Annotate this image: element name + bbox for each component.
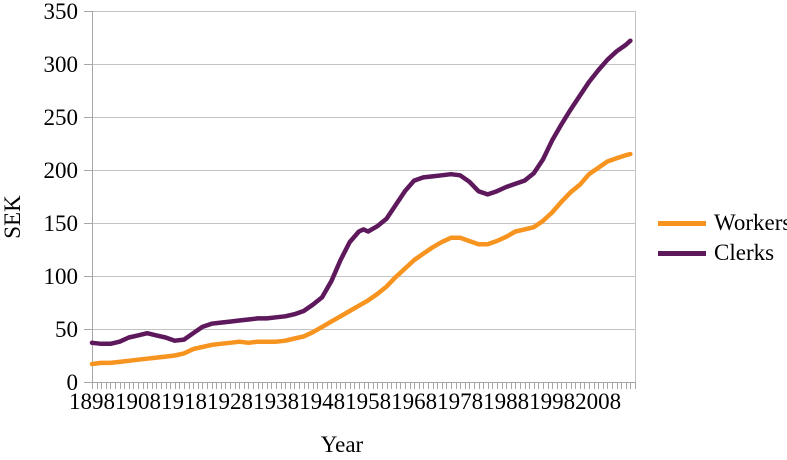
y-tick-label: 350 [44,0,79,24]
x-tick-labels: 1898 1908 1918 1928 1938 1948 1958 1968 1978 1988… [69,389,621,414]
y-tick-label: 50 [55,317,78,342]
y-tick-labels: 0 50 100 150 200 250 300 350 [44,0,79,395]
x-tick-label: 1968 [391,389,437,414]
y-axis-title: SEK [0,195,25,239]
x-tick-label: 1918 [161,389,207,414]
y-tick-label: 0 [67,370,79,395]
legend: Workers Clerks [658,208,787,268]
axes [84,11,635,383]
x-tick-label: 1978 [437,389,483,414]
x-tick-label: 1938 [253,389,299,414]
legend-item-workers: Workers [658,208,787,238]
gridlines [92,11,636,382]
x-tick-label: 1958 [345,389,391,414]
x-tick-label: 1908 [115,389,161,414]
workers-line [89,151,633,367]
y-tick-label: 200 [44,158,79,183]
x-tick-label: 1948 [299,389,345,414]
x-tick-label: 1988 [483,389,529,414]
x-tick-label: 1898 [69,389,115,414]
x-tick-label: 1998 [529,389,575,414]
y-tick-label: 300 [44,52,79,77]
legend-label-clerks: Clerks [714,240,775,265]
clerks-line-swatch [658,250,706,256]
x-axis-title: Year [320,432,364,457]
workers-line-swatch [658,220,706,226]
clerks-line [89,38,633,347]
x-tick-label: 2008 [575,389,621,414]
y-tick-label: 100 [44,264,79,289]
y-tick-label: 150 [44,211,79,236]
x-minor-ticks [92,382,636,389]
legend-item-clerks: Clerks [658,238,787,268]
x-tick-label: 1928 [207,389,253,414]
legend-label-workers: Workers [714,210,787,235]
series-lines [89,38,633,367]
y-tick-label: 250 [44,105,79,130]
